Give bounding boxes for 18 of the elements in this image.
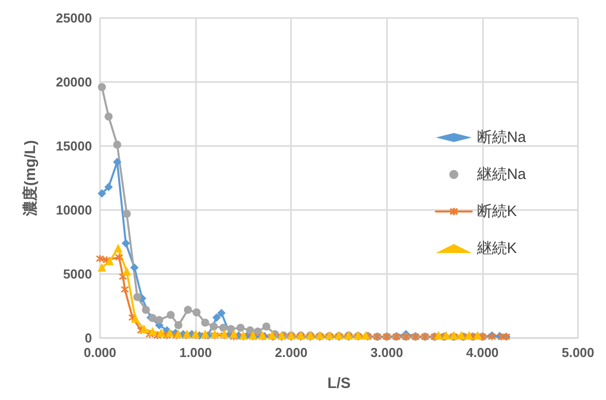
y-tick-label: 5000 <box>63 266 92 282</box>
legend-label: 継続Na <box>476 166 527 183</box>
y-tick-label: 15000 <box>56 138 92 154</box>
y-tick-label: 10000 <box>56 202 92 218</box>
y-tick-label: 25000 <box>56 10 92 26</box>
legend-label: 継続K <box>476 240 517 257</box>
x-axis-title: L/S <box>327 375 351 392</box>
y-axis-title: 濃度(mg/L) <box>21 140 39 217</box>
legend-label: 断続Na <box>476 129 527 146</box>
x-tick-label: 3.000 <box>370 345 404 360</box>
x-tick-label: 4.000 <box>466 345 499 360</box>
legend-label: 断続K <box>476 203 517 220</box>
x-tick-label: 2.000 <box>274 345 308 360</box>
x-tick-label: 0.000 <box>84 345 116 360</box>
y-tick-label: 20000 <box>56 74 92 90</box>
x-tick-label: 5.000 <box>562 345 594 360</box>
y-tick-label: 0 <box>84 330 92 346</box>
x-tick-label: 1.000 <box>179 345 212 360</box>
